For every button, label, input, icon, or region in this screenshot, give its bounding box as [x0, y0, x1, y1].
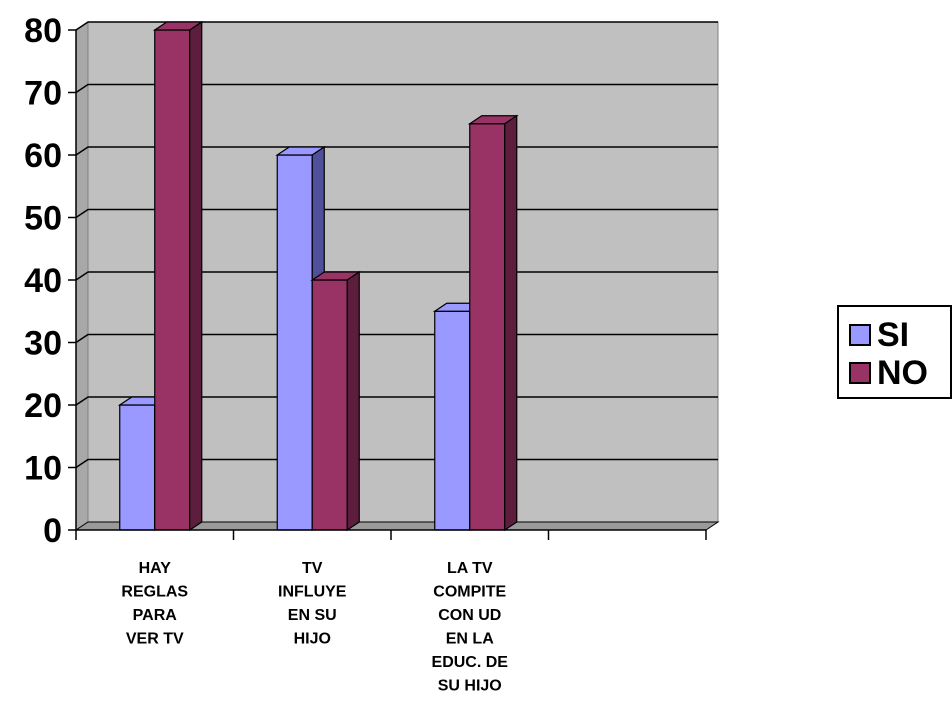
- bar-front: [154, 29, 191, 531]
- x-tick-label: TV: [302, 560, 323, 577]
- bar-front: [311, 279, 348, 531]
- bar-no: [467, 114, 519, 532]
- bar-front: [434, 310, 471, 531]
- x-tick-label: LA TV: [447, 560, 493, 577]
- bar-side: [346, 270, 360, 532]
- x-tick-label: CON UD: [438, 607, 501, 624]
- legend-swatch-no: [849, 362, 871, 384]
- gridline: [75, 21, 718, 31]
- x-tick-label: EN LA: [446, 631, 494, 648]
- legend-label-si: SI: [877, 316, 910, 354]
- y-tick-label: 10: [24, 450, 62, 488]
- y-tick-label: 70: [24, 75, 62, 113]
- y-tick-label: 40: [24, 262, 62, 300]
- legend-item-no: NO: [849, 355, 928, 391]
- x-tick-label: SU HIJO: [438, 678, 502, 695]
- legend: SI NO: [837, 305, 952, 399]
- bar-front: [119, 404, 156, 531]
- x-tick-label: EDUC. DE: [432, 654, 509, 671]
- axes: [68, 29, 707, 540]
- bar-side: [189, 20, 203, 532]
- y-tick-label: 30: [24, 325, 62, 363]
- gridline: [75, 83, 718, 94]
- bar-front: [469, 123, 506, 531]
- y-tick-label: 50: [24, 200, 62, 238]
- x-tick-label: INFLUYE: [278, 584, 347, 601]
- bars: [117, 20, 519, 532]
- x-tick-label: COMPITE: [433, 584, 506, 601]
- bar-side: [504, 114, 518, 532]
- bar-no: [152, 20, 204, 532]
- y-axis-tick-labels: 0 10 20 30 40 50 60 70 80: [24, 12, 62, 550]
- y-tick-label: 20: [24, 387, 62, 425]
- y-tick-label: 0: [43, 512, 62, 550]
- bar-no: [310, 270, 362, 532]
- legend-item-si: SI: [849, 317, 909, 353]
- x-tick-label: REGLAS: [121, 584, 188, 601]
- legend-label-no: NO: [877, 354, 928, 392]
- y-tick-label: 80: [24, 12, 62, 50]
- legend-swatch-si: [849, 324, 871, 346]
- y-tick-label: 60: [24, 137, 62, 175]
- x-tick-label: VER TV: [126, 631, 184, 648]
- x-tick-label: EN SU: [288, 607, 337, 624]
- x-tick-label: HIJO: [294, 631, 331, 648]
- x-tick-label: PARA: [133, 607, 178, 624]
- bar-front: [276, 154, 313, 531]
- x-tick-label: HAY: [139, 560, 172, 577]
- x-axis-tick-labels: HAY REGLAS PARA VER TV TV INFLUYE EN SU HIJO LA …: [121, 560, 508, 695]
